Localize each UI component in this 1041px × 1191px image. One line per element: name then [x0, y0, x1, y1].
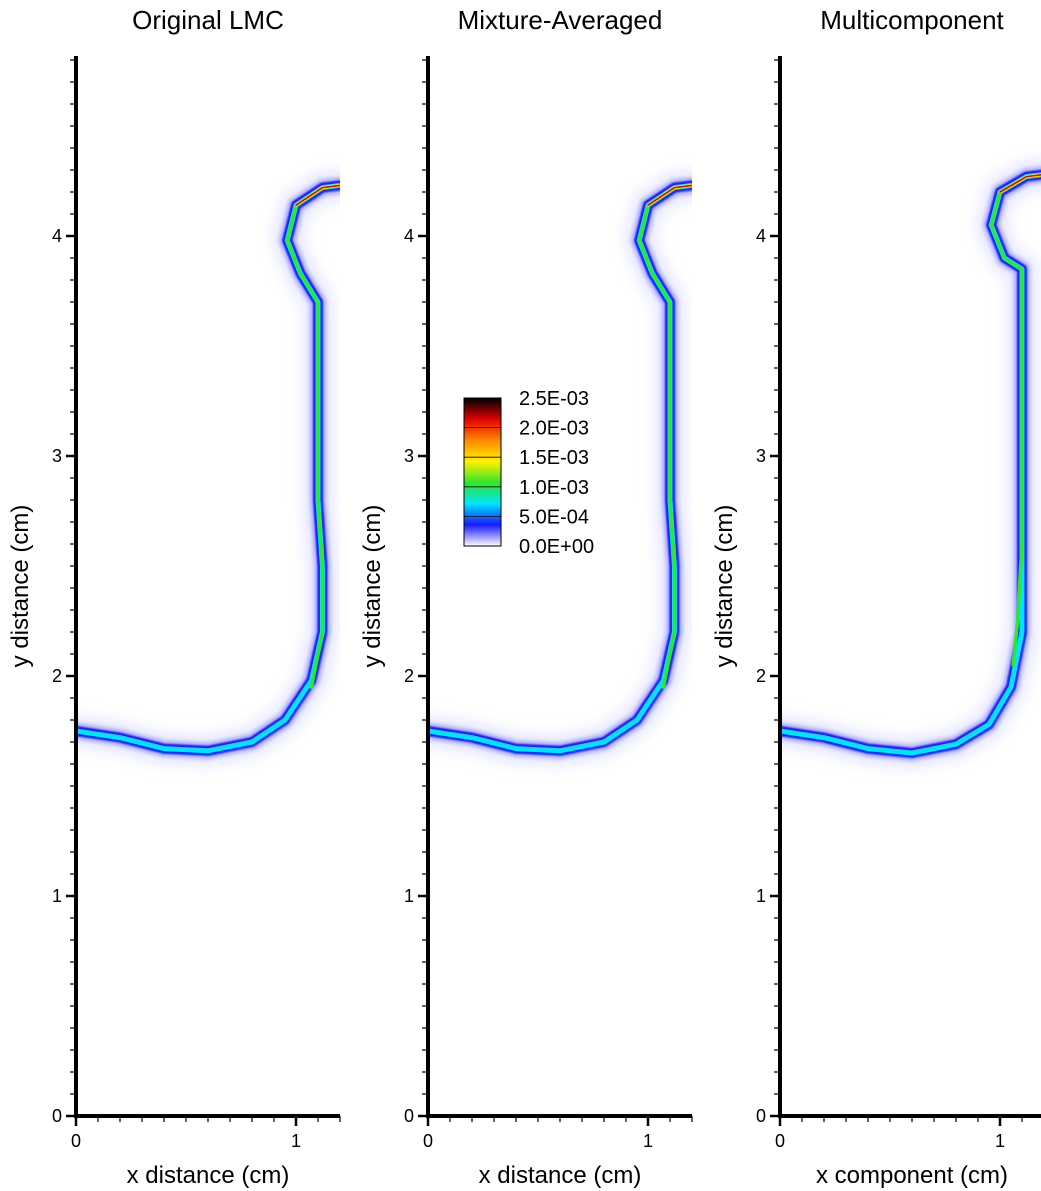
y-tick-label: 2: [404, 666, 414, 686]
y-tick-label: 0: [404, 1106, 414, 1126]
colorbar-tick-label: 1.5E-03: [519, 447, 589, 469]
flame-field: [428, 168, 692, 768]
flame-front-red: [647, 184, 692, 206]
y-tick-label: 4: [404, 226, 414, 246]
y-tick-label: 3: [404, 446, 414, 466]
x-axis-label: x distance (cm): [127, 1162, 290, 1189]
colorbar-tick-label: 0.0E+00: [519, 536, 594, 558]
y-tick-label: 0: [52, 1106, 62, 1126]
colorbar-tick-label: 5.0E-04: [519, 506, 589, 528]
colorbar: 2.5E-03 2.0E-03 1.5E-03 1.0E-03 5.0E-04 0.0E+…: [463, 388, 594, 558]
x-axis-label: x distance (cm): [479, 1162, 642, 1189]
y-tick-label: 2: [756, 666, 766, 686]
y-tick-label: 1: [404, 886, 414, 906]
colorbar-scale: [463, 397, 502, 547]
x-tick-label: 0: [71, 1131, 81, 1151]
panel-title: Mixture-Averaged: [458, 5, 663, 35]
flame-front-red: [295, 184, 340, 206]
colorbar-tick-label: 1.0E-03: [519, 477, 589, 499]
y-tick-label: 0: [756, 1106, 766, 1126]
x-tick-label: 1: [291, 1131, 301, 1151]
x-tick-label: 1: [643, 1131, 653, 1151]
y-tick-label: 3: [52, 446, 62, 466]
x-tick-label: 0: [423, 1131, 433, 1151]
y-tick-label: 3: [756, 446, 766, 466]
colorbar-tick-label: 2.0E-03: [519, 418, 589, 440]
flame-field: [780, 157, 1041, 770]
y-tick-label: 1: [756, 886, 766, 906]
x-tick-label: 1: [995, 1131, 1005, 1151]
y-tick-label: 2: [52, 666, 62, 686]
panel-title: Original LMC: [132, 5, 284, 35]
panel-3: Multicomponent 0 1 2 3 4 0 1 x component (cm) y d…: [711, 5, 1041, 1189]
flame-front-red: [999, 173, 1041, 193]
y-axis-label: y distance (cm): [7, 505, 34, 668]
y-axis-label: y distance (cm): [359, 505, 386, 668]
panel-title: Multicomponent: [820, 5, 1004, 35]
y-tick-label: 4: [52, 226, 62, 246]
colorbar-tick-label: 2.5E-03: [519, 388, 589, 410]
x-axis-label: x component (cm): [816, 1162, 1008, 1189]
flame-field: [76, 168, 340, 768]
x-tick-label: 0: [775, 1131, 785, 1151]
y-tick-label: 4: [756, 226, 766, 246]
y-axis-label: y distance (cm): [711, 505, 738, 668]
y-tick-label: 1: [52, 886, 62, 906]
